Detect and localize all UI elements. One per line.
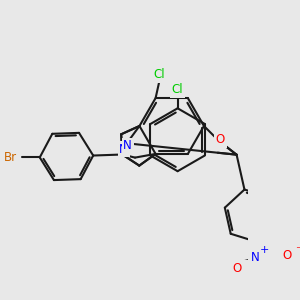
Text: +: + xyxy=(260,244,270,255)
Text: N: N xyxy=(119,143,128,156)
Text: N: N xyxy=(123,139,132,152)
Text: Cl: Cl xyxy=(172,83,183,96)
Text: Br: Br xyxy=(4,151,17,164)
Text: O: O xyxy=(216,133,225,146)
Text: O: O xyxy=(282,249,292,262)
Text: Cl: Cl xyxy=(154,68,165,81)
Text: O: O xyxy=(232,262,241,275)
Text: N: N xyxy=(251,251,260,264)
Text: ⁻: ⁻ xyxy=(295,244,300,259)
